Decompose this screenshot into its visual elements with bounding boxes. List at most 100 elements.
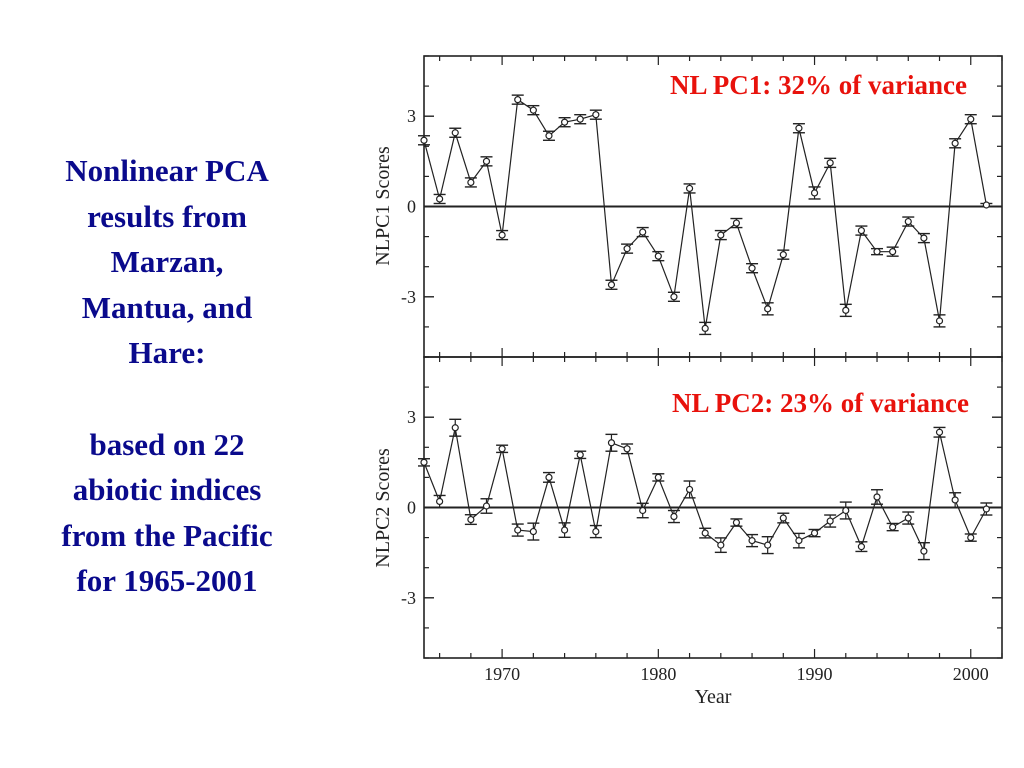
data-point xyxy=(904,217,912,226)
data-point xyxy=(967,115,975,123)
data-point xyxy=(935,428,944,436)
y-tick-label: -3 xyxy=(401,287,416,307)
data-point xyxy=(810,189,819,197)
pc2-variance-annotation: NL PC2: 23% of variance xyxy=(672,388,969,418)
data-point xyxy=(592,527,600,536)
data-point xyxy=(732,219,741,227)
data-point xyxy=(482,502,491,510)
data-point xyxy=(873,493,881,501)
data-point xyxy=(732,518,741,527)
data-point xyxy=(670,293,678,301)
x-tick-label: 1970 xyxy=(484,664,520,684)
data-point xyxy=(982,505,990,513)
data-point xyxy=(717,541,725,549)
data-point xyxy=(482,157,491,165)
data-point xyxy=(889,523,897,531)
data-point xyxy=(576,115,584,123)
data-point xyxy=(467,515,475,524)
data-point xyxy=(498,231,506,239)
data-point xyxy=(748,264,756,272)
data-point xyxy=(779,251,787,259)
data-point xyxy=(545,132,553,140)
data-point xyxy=(857,543,866,551)
y-tick-label: 3 xyxy=(407,407,416,427)
data-point xyxy=(982,201,990,209)
data-point xyxy=(685,485,694,494)
data-point xyxy=(826,159,834,167)
heading-line-4: Mantua, and xyxy=(81,289,253,325)
data-point xyxy=(857,226,866,235)
data-point xyxy=(873,248,881,256)
x-axis-title: Year xyxy=(695,686,732,708)
x-tick-label: 1980 xyxy=(640,664,676,684)
data-point xyxy=(779,514,787,522)
data-point xyxy=(514,96,522,104)
data-point xyxy=(842,506,850,515)
data-point xyxy=(529,527,537,536)
pc1-panel: NL PC1: 32% of variance NLPC1 Scores 3 0 -… xyxy=(372,55,1003,358)
data-point xyxy=(623,445,631,453)
y-tick-label: 3 xyxy=(407,106,416,126)
data-point xyxy=(654,473,662,481)
pc2-panel: NL PC2: 23% of variance NLPC2 Scores 3 0 -… xyxy=(372,356,1003,708)
data-point xyxy=(529,106,537,114)
data-point xyxy=(935,317,944,325)
pc1-y-axis-title: NLPC1 Scores xyxy=(372,146,394,266)
y-tick-label: -3 xyxy=(401,588,416,608)
y-tick-label: 0 xyxy=(407,498,416,518)
data-point xyxy=(951,139,959,147)
data-point xyxy=(701,324,709,333)
heading-line-5: Hare: xyxy=(128,335,206,370)
data-point xyxy=(420,136,428,144)
data-point xyxy=(842,306,850,314)
data-point xyxy=(920,547,928,555)
slide-description: Nonlinear PCA results from Marzan, Mantu… xyxy=(22,148,312,604)
series-line xyxy=(423,98,987,329)
data-point xyxy=(607,281,616,289)
pc1-variance-annotation: NL PC1: 32% of variance xyxy=(670,70,967,100)
data-point xyxy=(795,537,803,545)
data-point xyxy=(701,529,709,537)
data-point xyxy=(670,512,678,521)
heading-line-3: Marzan, xyxy=(110,244,224,279)
data-point xyxy=(764,305,772,313)
detail-line-2: abiotic indices xyxy=(72,472,262,507)
data-point xyxy=(764,541,772,549)
data-point xyxy=(576,451,584,459)
heading-line-2: results from xyxy=(87,198,247,234)
data-point xyxy=(967,533,975,542)
data-point xyxy=(639,228,647,236)
data-point xyxy=(685,184,694,193)
data-point xyxy=(420,458,428,466)
pc2-y-axis-title: NLPC2 Scores xyxy=(372,448,394,568)
data-point xyxy=(560,526,569,534)
data-point xyxy=(826,517,834,525)
data-point xyxy=(889,248,897,256)
x-tick-label: 2000 xyxy=(953,664,989,684)
detail-line-4: for 1965-2001 xyxy=(76,563,258,598)
data-point xyxy=(451,129,459,137)
detail-line-3: from the Pacific xyxy=(61,517,273,553)
heading-line-1: Nonlinear PCA xyxy=(65,153,269,188)
data-point xyxy=(920,234,928,242)
detail-line-1: based on 22 xyxy=(89,426,245,462)
data-point xyxy=(498,445,506,453)
y-tick-label: 0 xyxy=(407,197,416,217)
data-point xyxy=(795,124,803,132)
data-point xyxy=(810,529,819,537)
data-point xyxy=(545,473,553,481)
data-point xyxy=(717,231,725,239)
data-point xyxy=(951,496,959,504)
data-point xyxy=(623,245,631,253)
data-point xyxy=(451,424,459,432)
data-point xyxy=(654,252,662,260)
data-point xyxy=(436,497,444,506)
data-point xyxy=(560,118,569,126)
data-point xyxy=(436,195,444,203)
data-point xyxy=(639,506,647,515)
data-point xyxy=(748,537,756,545)
data-point xyxy=(467,178,475,187)
data-point xyxy=(607,439,616,447)
data-point xyxy=(592,111,600,119)
